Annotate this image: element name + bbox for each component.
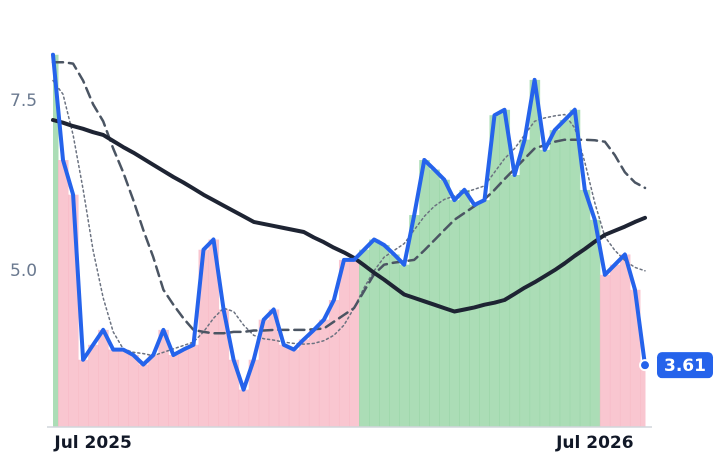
fill-band (53, 54, 59, 428)
fill-band (158, 329, 169, 427)
fill-band (579, 189, 591, 427)
fill-band (258, 319, 270, 427)
fill-band (228, 359, 240, 427)
fill-band (328, 299, 340, 427)
fill-band (599, 274, 611, 427)
fill-band (308, 329, 320, 427)
fill-band (409, 215, 420, 427)
fill-band (369, 239, 380, 427)
fill-band (338, 259, 350, 427)
fill-band (559, 119, 571, 428)
fill-band (349, 259, 360, 427)
fill-band (288, 349, 300, 427)
fill-band (539, 149, 551, 427)
fill-band (359, 249, 370, 427)
fill-band (429, 169, 440, 427)
fill-band (449, 200, 460, 427)
fill-band (108, 349, 119, 427)
fill-band (278, 344, 290, 427)
fill-band (318, 319, 330, 427)
fill-band (519, 139, 531, 428)
line-series (52, 79, 646, 357)
fill-band (489, 115, 501, 427)
fill-band (238, 389, 250, 427)
fill-band (198, 249, 210, 427)
fill-band (439, 179, 450, 427)
fill-band (509, 174, 521, 427)
line-series (51, 52, 647, 392)
fill-band (138, 364, 149, 427)
fill-band (188, 344, 199, 427)
fill-band (98, 329, 109, 427)
fill-band (629, 289, 641, 427)
y-tick-label: 7.5 (10, 91, 37, 111)
fill-band (128, 354, 139, 427)
fill-band (178, 349, 189, 427)
x-tick-label: Jul 2025 (53, 433, 132, 453)
fill-band (118, 349, 129, 427)
fill-band (218, 309, 230, 427)
fill-band (569, 109, 581, 427)
line-series (51, 118, 647, 314)
fill-band (58, 160, 69, 427)
fill-band (609, 264, 621, 427)
fill-band (68, 194, 79, 427)
fill-band (168, 354, 179, 427)
value-label: 3.61 (664, 356, 706, 376)
fill-band (78, 359, 89, 427)
fill-band (399, 264, 410, 427)
fill-band (389, 254, 400, 427)
value-badge (657, 352, 713, 379)
fill-band (529, 79, 541, 427)
fill-band (499, 109, 511, 427)
fill-band (379, 244, 390, 427)
fill-band (268, 309, 280, 427)
fill-band (549, 130, 561, 427)
fill-band (469, 204, 480, 427)
fill-band (589, 219, 601, 427)
x-tick-label: Jul 2026 (555, 433, 634, 453)
fill-band (298, 339, 310, 427)
fill-band (88, 344, 99, 427)
y-tick-label: 5.0 (10, 261, 37, 281)
fill-band (419, 160, 430, 427)
last-point (639, 359, 651, 372)
fill-band (619, 254, 631, 427)
fill-band (479, 200, 490, 427)
fill-band (248, 359, 260, 427)
fill-band (148, 354, 159, 427)
fill-band (639, 365, 646, 427)
